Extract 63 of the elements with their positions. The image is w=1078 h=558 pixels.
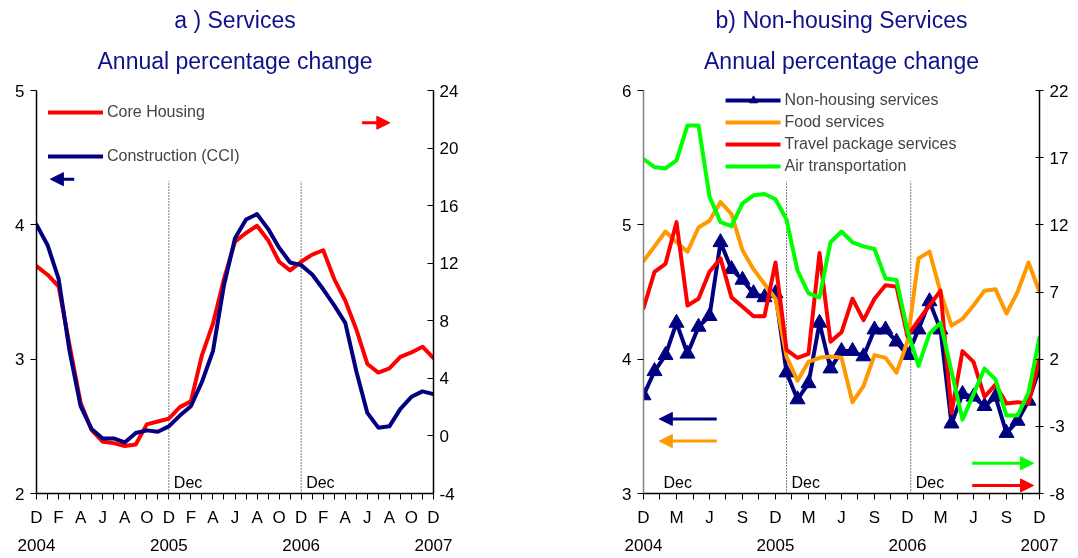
y2-tick-label: 2 [1049,350,1059,370]
y2-tick-label: 0 [439,426,449,446]
legend-label: Construction (CCI) [107,146,240,166]
legend-label: Air transportation [784,156,907,176]
x-tick-label: J [837,507,846,527]
x-tick-label: J [705,507,714,527]
y2-tick-label: -4 [439,484,455,504]
y2-tick-label: 12 [439,254,459,274]
y2-tick-label: -8 [1049,484,1065,504]
x-tick-label: M [933,507,948,527]
x-tick-label: S [1000,507,1013,527]
ref-line-label: Dec [915,473,945,491]
y2-tick-label: 24 [439,81,459,101]
x-tick-label: F [318,507,329,527]
y2-tick-label: -3 [1049,417,1065,437]
legend-label: Travel package services [784,134,957,154]
x-tick-label: A [383,507,396,527]
y-tick-label: 6 [622,81,632,101]
chart-title: a ) Services [174,6,296,33]
x-tick-label: D 2005 [756,507,795,555]
ref-line-label: Dec [173,473,203,491]
x-tick-label: J [98,507,107,527]
x-tick-label: S [736,507,749,527]
x-tick-label: A [74,507,87,527]
ref-line-label: Dec [791,473,820,491]
x-tick-label: D 2007 [1020,507,1059,555]
annotation: Dec [663,473,692,491]
y-tick-label: 4 [622,350,632,370]
y-tick-label: 3 [622,484,632,504]
x-tick-label: S [868,507,881,527]
ref-line-label: Dec [306,473,335,491]
y2-tick-label: 7 [1049,283,1059,302]
y2-tick-label: 16 [439,196,459,216]
y2-tick-label: 4 [439,369,449,389]
y2-tick-label: 20 [439,139,459,159]
chart-subtitle: Annual percentage change [704,47,979,74]
legend-label: Food services [784,112,885,132]
y-tick-label: 5 [622,215,632,235]
y2-tick-label: 17 [1049,148,1069,168]
x-tick-label: F [185,507,197,527]
x-tick-label: J [969,507,978,527]
x-tick-label: J [230,507,240,527]
y2-tick-label: 22 [1049,81,1069,101]
chart-title: b) Non-housing Services [715,6,968,33]
x-tick-label: A [251,507,264,527]
x-tick-label: D 2006 [888,507,927,555]
x-tick-label: M [801,507,816,527]
y-tick-label: 2 [15,484,25,504]
x-tick-label: M [669,507,684,527]
x-tick-label: A [119,507,132,527]
x-tick-label: A [339,507,352,527]
x-tick-label: J [363,507,372,527]
x-tick-label: D 2004 [624,507,663,555]
y2-tick-label: 8 [439,311,449,331]
y-tick-label: 3 [15,350,25,370]
y2-tick-label: 12 [1049,215,1069,235]
chart-subtitle: Annual percentage change [97,47,373,74]
legend-label: Core Housing [107,102,205,122]
y-tick-label: 4 [15,215,25,235]
legend-label: Non-housing services [784,90,939,110]
x-tick-label: A [207,507,220,527]
x-tick-label: F [53,507,64,527]
y-tick-label: 5 [15,81,25,101]
